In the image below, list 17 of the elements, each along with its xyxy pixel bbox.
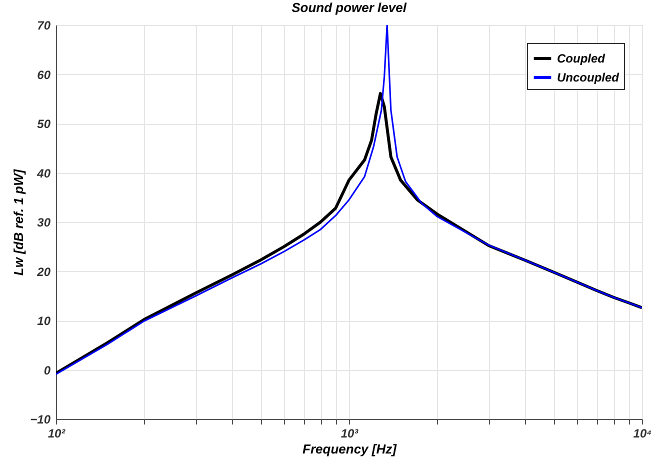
- y-tick-label: 60: [37, 68, 51, 82]
- x-tick-label: 10³: [340, 426, 360, 440]
- y-tick-label: 0: [44, 363, 51, 378]
- chart-title: Sound power level: [292, 0, 407, 15]
- y-tick-label: 20: [36, 264, 51, 279]
- y-tick-label: 10: [37, 314, 51, 328]
- legend-label: Coupled: [557, 52, 606, 66]
- x-tick-label: 10²: [48, 426, 66, 440]
- x-tick-label: 10⁴: [633, 426, 652, 440]
- x-axis-title: Frequency [Hz]: [302, 442, 398, 456]
- y-tick-label: −10: [30, 412, 51, 426]
- y-tick-label: 40: [36, 166, 51, 180]
- y-axis-title: Lw [dB ref. 1 pW]: [11, 168, 26, 276]
- y-tick-label: 30: [37, 216, 51, 230]
- legend-label: Uncoupled: [557, 70, 620, 84]
- y-tick-label: 70: [37, 18, 51, 32]
- y-tick-label: 50: [37, 117, 51, 131]
